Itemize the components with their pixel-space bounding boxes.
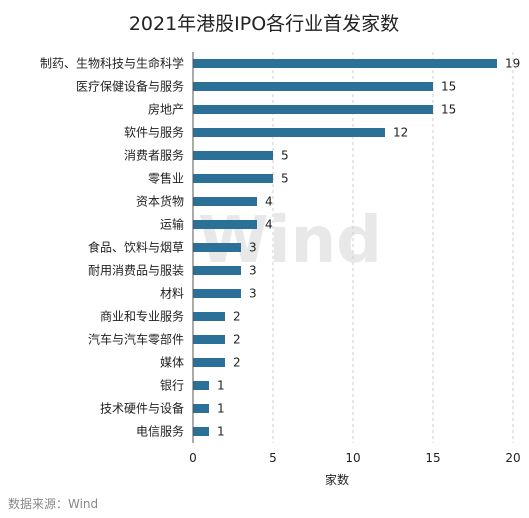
category-label: 商业和专业服务 <box>100 309 184 324</box>
x-tick-label: 15 <box>425 451 440 465</box>
bar <box>193 105 433 114</box>
bar <box>193 358 225 367</box>
bar <box>193 312 225 321</box>
category-label: 资本货物 <box>136 194 184 209</box>
category-label: 零售业 <box>148 171 184 186</box>
bar <box>193 82 433 91</box>
bar-value-label: 3 <box>249 241 257 255</box>
bar <box>193 404 209 413</box>
category-label: 技术硬件与设备 <box>100 402 184 416</box>
bar <box>193 59 497 68</box>
category-label: 房地产 <box>148 102 184 117</box>
category-label: 耐用消费品与服装 <box>88 264 184 278</box>
bar <box>193 335 225 344</box>
category-label: 汽车与汽车零部件 <box>88 332 184 347</box>
x-tick-label: 0 <box>189 451 197 465</box>
category-label: 银行 <box>160 379 184 393</box>
bar-value-label: 3 <box>249 287 257 301</box>
bar-value-label: 2 <box>233 333 241 347</box>
x-tick-label: 20 <box>505 451 520 465</box>
category-label: 媒体 <box>160 356 184 370</box>
bar <box>193 197 257 206</box>
bar <box>193 151 273 160</box>
watermark-logo: Wind <box>198 204 382 278</box>
bar-value-label: 1 <box>217 402 225 416</box>
bar-value-label: 4 <box>265 218 273 232</box>
bar <box>193 427 209 436</box>
bar <box>193 220 257 229</box>
category-label: 消费者服务 <box>124 148 184 163</box>
category-label: 制药、生物科技与生命科学 <box>40 56 184 71</box>
bar <box>193 243 241 252</box>
bar-value-label: 5 <box>281 172 289 186</box>
category-label: 食品、饮料与烟草 <box>88 240 184 255</box>
bars <box>193 59 497 436</box>
bar-value-label: 3 <box>249 264 257 278</box>
bar <box>193 289 241 298</box>
bar <box>193 174 273 183</box>
bar-value-label: 2 <box>233 356 241 370</box>
bar-value-label: 1 <box>217 425 225 439</box>
bar <box>193 128 385 137</box>
bar <box>193 381 209 390</box>
source-note: 数据来源：Wind <box>8 496 98 511</box>
bar <box>193 266 241 275</box>
bar-value-label: 15 <box>441 80 456 94</box>
bar-value-label: 12 <box>393 126 408 140</box>
category-label: 电信服务 <box>136 424 184 439</box>
bar-value-label: 4 <box>265 195 273 209</box>
x-tick-label: 10 <box>345 451 360 465</box>
category-label: 医疗保健设备与服务 <box>76 79 184 94</box>
x-tick-label: 5 <box>269 451 277 465</box>
bar-value-label: 1 <box>217 379 225 393</box>
x-axis-label: 家数 <box>325 472 349 487</box>
category-labels: 制药、生物科技与生命科学医疗保健设备与服务房地产软件与服务消费者服务零售业资本货… <box>40 56 184 439</box>
chart-title: 2021年港股IPO各行业首发家数 <box>129 13 399 35</box>
bar-value-label: 19 <box>505 57 520 71</box>
bar-value-label: 2 <box>233 310 241 324</box>
bar-value-label: 5 <box>281 149 289 163</box>
category-label: 运输 <box>160 217 184 232</box>
grid-lines <box>272 52 514 443</box>
bar-value-label: 15 <box>441 103 456 117</box>
category-label: 软件与服务 <box>124 125 184 140</box>
category-label: 材料 <box>160 287 184 301</box>
x-axis-ticks: 0 5 10 15 20 <box>189 451 520 465</box>
